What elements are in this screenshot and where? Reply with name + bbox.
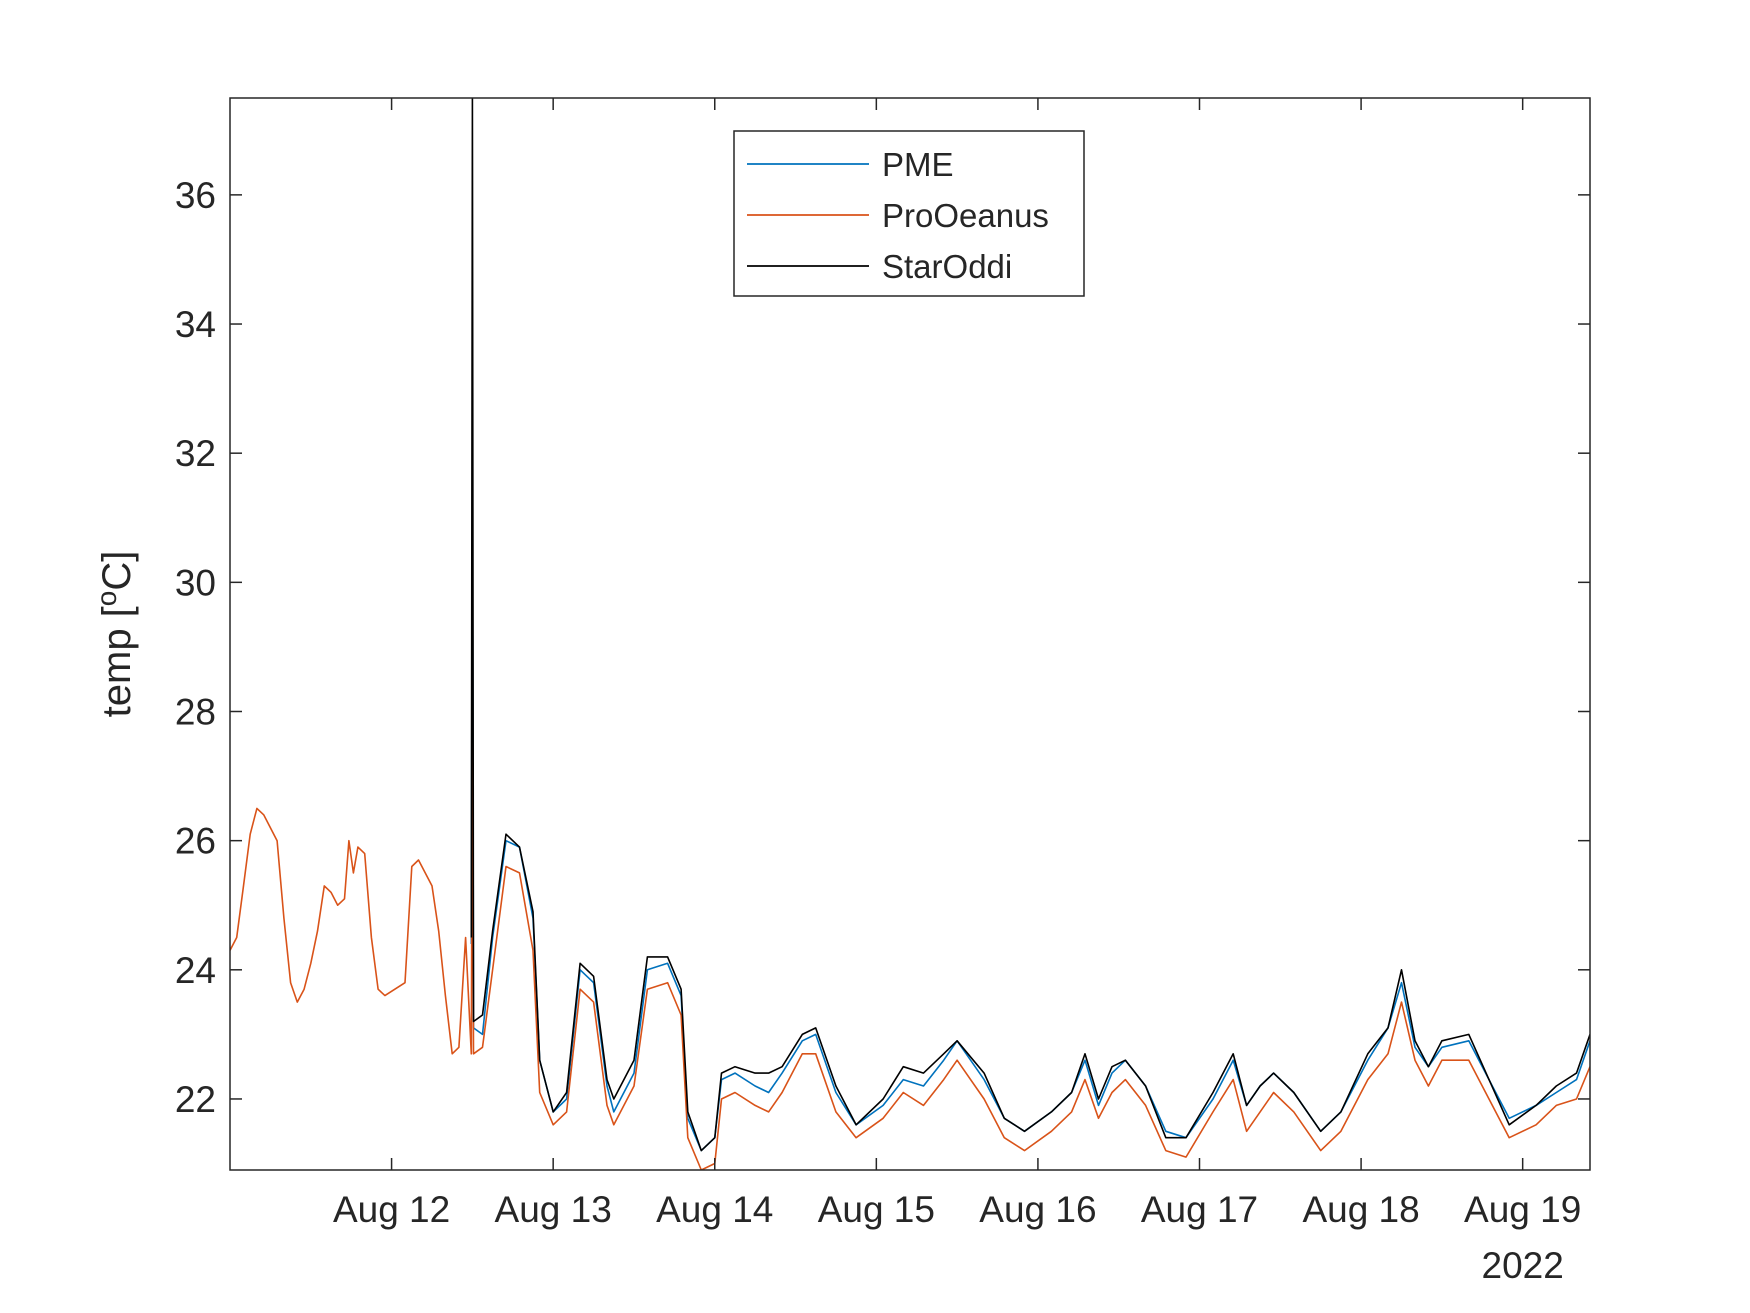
x-axis-year-label: 2022 [1482, 1245, 1564, 1286]
x-tick-label: Aug 17 [1141, 1189, 1258, 1230]
legend: PME ProOeanus StarOddi [733, 130, 1085, 297]
series-line-staroddi [470, 98, 1590, 1152]
x-tick-label: Aug 19 [1464, 1189, 1581, 1230]
series-layer [230, 98, 1590, 1170]
labels-layer: 22 24 26 28 30 32 34 36 Aug 12 Aug 13 Aug 14 Aug 15… [91, 175, 1581, 1286]
legend-box [733, 130, 1085, 297]
x-tick-label: Aug 16 [979, 1189, 1096, 1230]
series-line-pme [470, 458, 1590, 1152]
legend-label-staroddi: StarOddi [882, 248, 1012, 285]
plot-frame [229, 97, 1591, 1171]
y-tick-label: 32 [175, 433, 216, 474]
series-line-prooeanus [230, 736, 1590, 1170]
ticks-layer [230, 98, 1590, 1170]
y-tick-label: 24 [175, 950, 216, 991]
y-tick-label: 22 [175, 1079, 216, 1120]
y-axis-label: temp [oC] [91, 551, 139, 718]
y-tick-label: 28 [175, 691, 216, 732]
y-tick-label: 26 [175, 821, 216, 862]
x-tick-label: Aug 12 [333, 1189, 450, 1230]
y-tick-label: 30 [175, 562, 216, 603]
x-tick-label: Aug 15 [818, 1189, 935, 1230]
legend-label-prooeanus: ProOeanus [882, 197, 1049, 234]
legend-label-pme: PME [882, 146, 954, 183]
x-tick-label: Aug 13 [495, 1189, 612, 1230]
y-tick-label: 36 [175, 175, 216, 216]
y-tick-label: 34 [175, 304, 216, 345]
x-tick-label: Aug 14 [656, 1189, 773, 1230]
x-tick-label: Aug 18 [1302, 1189, 1419, 1230]
